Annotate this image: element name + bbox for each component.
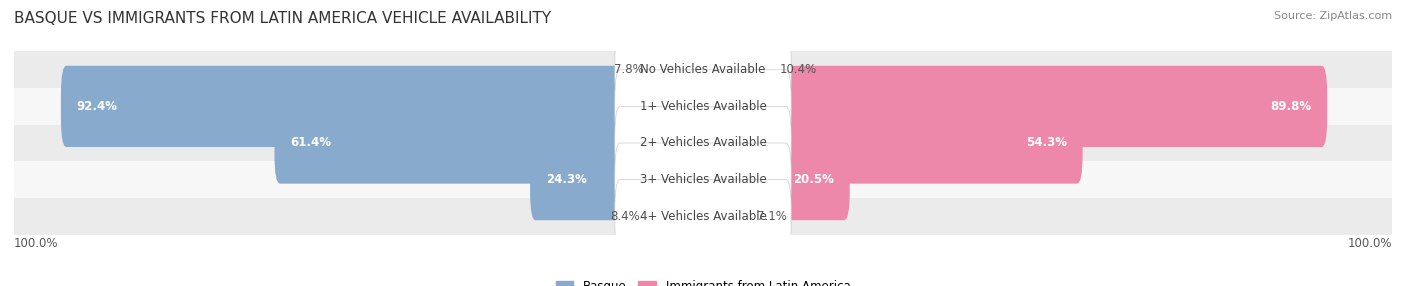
Text: 7.8%: 7.8% [614, 63, 644, 76]
FancyBboxPatch shape [640, 176, 709, 257]
Text: 8.4%: 8.4% [610, 210, 640, 223]
Text: 100.0%: 100.0% [1347, 237, 1392, 251]
FancyBboxPatch shape [614, 180, 792, 253]
FancyBboxPatch shape [697, 66, 1327, 147]
Text: 24.3%: 24.3% [546, 173, 586, 186]
Text: 100.0%: 100.0% [14, 237, 59, 251]
Text: 2+ Vehicles Available: 2+ Vehicles Available [640, 136, 766, 150]
Bar [14, 125, 1392, 161]
FancyBboxPatch shape [697, 139, 849, 220]
Text: No Vehicles Available: No Vehicles Available [640, 63, 766, 76]
Text: 20.5%: 20.5% [793, 173, 834, 186]
Text: 3+ Vehicles Available: 3+ Vehicles Available [640, 173, 766, 186]
Text: 61.4%: 61.4% [290, 136, 332, 150]
Text: 54.3%: 54.3% [1026, 136, 1067, 150]
Text: 4+ Vehicles Available: 4+ Vehicles Available [640, 210, 766, 223]
FancyBboxPatch shape [644, 29, 709, 110]
Legend: Basque, Immigrants from Latin America: Basque, Immigrants from Latin America [551, 276, 855, 286]
FancyBboxPatch shape [614, 106, 792, 180]
FancyBboxPatch shape [614, 33, 792, 106]
FancyBboxPatch shape [697, 176, 758, 257]
Text: 10.4%: 10.4% [780, 63, 817, 76]
FancyBboxPatch shape [614, 70, 792, 143]
FancyBboxPatch shape [697, 29, 780, 110]
FancyBboxPatch shape [697, 102, 1083, 184]
FancyBboxPatch shape [274, 102, 709, 184]
FancyBboxPatch shape [614, 143, 792, 216]
Bar [14, 198, 1392, 235]
Bar [14, 88, 1392, 125]
Text: 7.1%: 7.1% [758, 210, 787, 223]
Text: 1+ Vehicles Available: 1+ Vehicles Available [640, 100, 766, 113]
Bar [14, 51, 1392, 88]
Text: BASQUE VS IMMIGRANTS FROM LATIN AMERICA VEHICLE AVAILABILITY: BASQUE VS IMMIGRANTS FROM LATIN AMERICA … [14, 11, 551, 26]
FancyBboxPatch shape [60, 66, 709, 147]
Bar [14, 161, 1392, 198]
Text: 89.8%: 89.8% [1270, 100, 1312, 113]
Text: Source: ZipAtlas.com: Source: ZipAtlas.com [1274, 11, 1392, 21]
FancyBboxPatch shape [530, 139, 709, 220]
Text: 92.4%: 92.4% [77, 100, 118, 113]
